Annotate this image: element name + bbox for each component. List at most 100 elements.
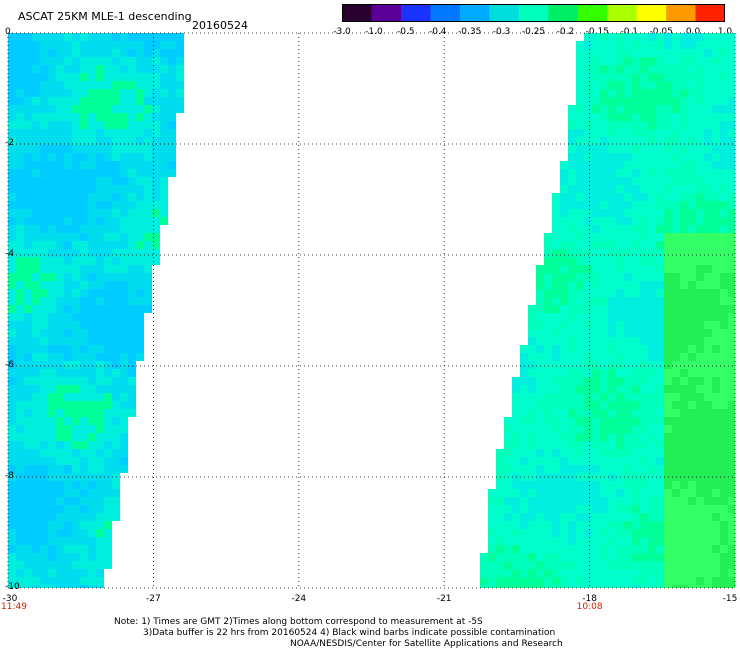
swath-cell — [128, 65, 136, 73]
swath-cell — [584, 81, 592, 89]
swath-cell — [56, 369, 64, 377]
swath-cell — [728, 49, 735, 57]
swath-cell — [696, 49, 704, 57]
swath-cell — [544, 385, 552, 393]
swath-cell — [672, 577, 680, 585]
swath-cell — [640, 33, 648, 41]
swath-cell — [688, 545, 696, 553]
swath-cell — [88, 145, 96, 153]
swath-cell — [64, 489, 72, 497]
swath-cell — [64, 561, 72, 569]
swath-cell — [120, 273, 128, 281]
swath-cell — [144, 49, 152, 57]
swath-cell — [128, 105, 136, 113]
swath-cell — [656, 401, 664, 409]
swath-cell — [64, 505, 72, 513]
swath-cell — [32, 577, 40, 585]
swath-cell — [72, 321, 80, 329]
swath-cell — [128, 153, 136, 161]
swath-cell — [592, 577, 600, 585]
swath-cell — [488, 505, 496, 513]
swath-cell — [600, 161, 608, 169]
swath-cell — [696, 105, 704, 113]
swath-cell — [544, 529, 552, 537]
swath-cell — [112, 289, 120, 297]
swath-cell — [528, 521, 536, 529]
swath-cell — [32, 49, 40, 57]
swath-cell — [40, 537, 48, 545]
swath-cell — [16, 289, 24, 297]
swath-cell — [592, 529, 600, 537]
swath-cell — [104, 305, 112, 313]
swath-cell — [640, 137, 648, 145]
swath-cell — [648, 129, 656, 137]
swath-cell — [728, 529, 735, 537]
swath-cell — [8, 545, 16, 553]
swath-cell — [32, 313, 40, 321]
swath-cell — [576, 249, 584, 257]
colorbar — [342, 4, 725, 22]
swath-cell — [152, 145, 160, 153]
swath-cell — [112, 41, 120, 49]
x-tick-label: -27 — [146, 594, 161, 604]
swath-cell — [72, 209, 80, 217]
swath-cell — [640, 281, 648, 289]
swath-cell — [696, 113, 704, 121]
swath-cell — [72, 289, 80, 297]
swath-cell — [624, 489, 632, 497]
swath-cell — [72, 265, 80, 273]
swath-cell — [632, 209, 640, 217]
swath-cell — [536, 497, 544, 505]
swath-cell — [96, 177, 104, 185]
swath-cell — [648, 385, 656, 393]
swath-cell — [520, 409, 528, 417]
swath-cell — [600, 209, 608, 217]
swath-cell — [552, 441, 560, 449]
swath-cell — [704, 97, 712, 105]
swath-cell — [584, 89, 592, 97]
swath-cell — [56, 401, 64, 409]
swath-cell — [120, 233, 128, 241]
swath-cell — [600, 81, 608, 89]
swath-cell — [608, 89, 616, 97]
swath-cell — [640, 273, 648, 281]
swath-cell — [8, 449, 16, 457]
swath-cell — [72, 241, 80, 249]
swath-cell — [616, 489, 624, 497]
swath-cell — [512, 585, 520, 588]
swath-cell — [152, 129, 160, 137]
swath-cell — [176, 57, 184, 65]
swath-cell — [624, 145, 632, 153]
swath-cell — [528, 441, 536, 449]
swath-cell — [672, 337, 680, 345]
swath-cell — [672, 321, 680, 329]
swath-cell — [48, 185, 56, 193]
swath-cell — [712, 121, 720, 129]
swath-cell — [120, 465, 128, 473]
swath-cell — [576, 113, 584, 121]
swath-cell — [696, 545, 704, 553]
swath-cell — [632, 417, 640, 425]
swath-cell — [96, 145, 104, 153]
swath-cell — [480, 569, 488, 577]
swath-cell — [680, 121, 688, 129]
swath-cell — [496, 569, 504, 577]
swath-cell — [568, 457, 576, 465]
swath-cell — [728, 489, 735, 497]
swath-cell — [96, 57, 104, 65]
swath-cell — [640, 465, 648, 473]
swath-cell — [680, 521, 688, 529]
swath-cell — [528, 369, 536, 377]
swath-cell — [128, 145, 136, 153]
swath-cell — [72, 377, 80, 385]
swath-cell — [584, 233, 592, 241]
swath-cell — [584, 497, 592, 505]
swath-cell — [48, 217, 56, 225]
swath-cell — [576, 537, 584, 545]
swath-cell — [688, 105, 696, 113]
swath-cell — [8, 569, 16, 577]
swath-cell — [40, 201, 48, 209]
swath-cell — [616, 561, 624, 569]
swath-cell — [136, 105, 144, 113]
swath-cell — [536, 377, 544, 385]
